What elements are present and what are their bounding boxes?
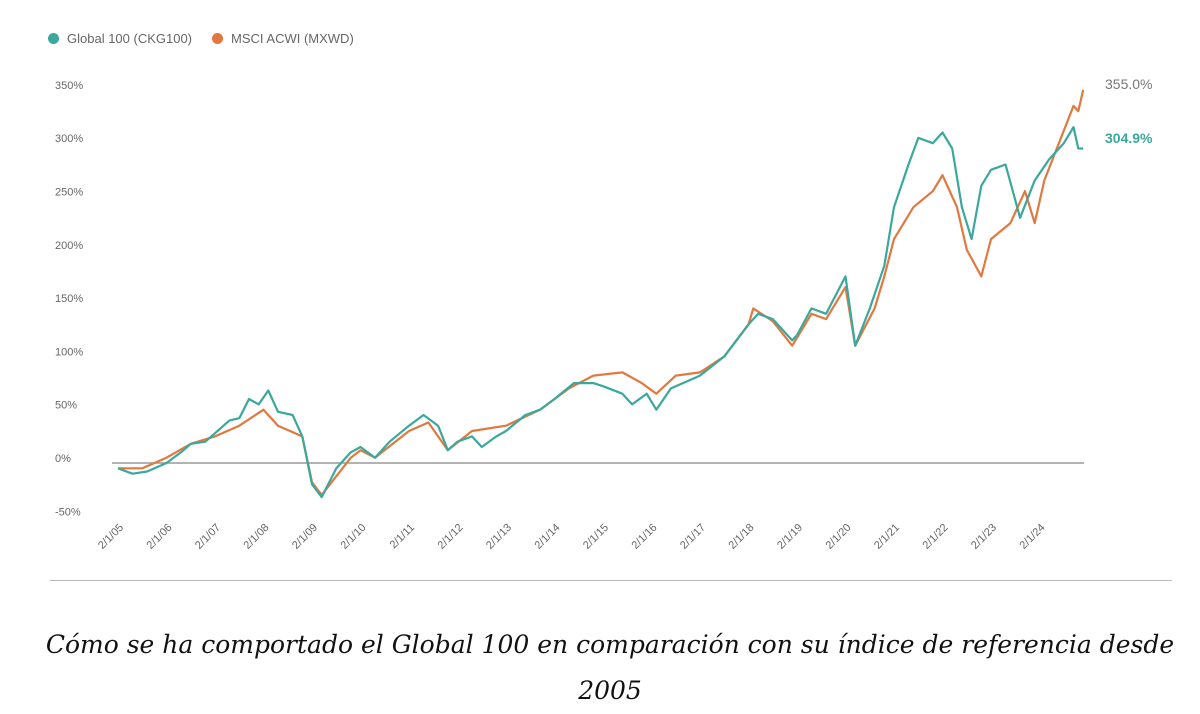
series-line-msci-acwi-mxwd-: [118, 89, 1085, 497]
x-tick-label: 2/1/13: [484, 522, 514, 552]
x-tick-label: 2/1/12: [436, 522, 466, 552]
legend-dot-icon: [48, 33, 59, 44]
x-tick-label: 2/1/15: [581, 522, 611, 552]
x-tick-label: 2/1/24: [1018, 522, 1048, 552]
x-tick-label: 2/1/22: [921, 522, 951, 552]
x-tick-label: 2/1/18: [727, 522, 757, 552]
legend-item-global100[interactable]: Global 100 (CKG100): [48, 31, 192, 46]
y-tick-label: 350%: [55, 80, 83, 92]
x-tick-label: 2/1/08: [242, 522, 272, 552]
x-tick-label: 2/1/20: [824, 522, 854, 552]
x-tick-label: 2/1/14: [533, 522, 563, 552]
y-tick-label: 250%: [55, 187, 83, 199]
x-tick-label: 2/1/05: [96, 522, 126, 552]
x-tick-label: 2/1/16: [630, 522, 660, 552]
x-tick-label: 2/1/06: [145, 522, 175, 552]
figure-caption: Cómo se ha comportado el Global 100 en c…: [45, 630, 1175, 705]
x-tick-label: 2/1/11: [388, 522, 418, 552]
x-tick-label: 2/1/23: [969, 522, 999, 552]
y-tick-label: 300%: [55, 133, 83, 145]
global100-end-value-label: 304.9%: [1105, 130, 1153, 146]
chart-legend: Global 100 (CKG100) MSCI ACWI (MXWD): [48, 31, 354, 46]
divider: [50, 580, 1172, 581]
x-tick-label: 2/1/10: [339, 522, 369, 552]
x-tick-label: 2/1/21: [872, 522, 902, 552]
y-tick-label: 200%: [55, 240, 83, 252]
x-tick-label: 2/1/17: [678, 522, 708, 552]
legend-label: Global 100 (CKG100): [67, 31, 193, 46]
series-line-global-100-ckg100-: [117, 126, 1084, 499]
legend-dot-icon: [212, 33, 224, 44]
y-tick-label: 0%: [55, 453, 71, 465]
legend-item-msci-acwi[interactable]: MSCI ACWI (MXWD): [212, 31, 354, 46]
y-tick-label: 100%: [55, 346, 83, 358]
y-tick-label: 50%: [55, 400, 77, 412]
legend-label: MSCI ACWI (MXWD): [231, 31, 354, 46]
msci-end-value-label: 355.0%: [1105, 76, 1153, 92]
x-tick-label: 2/1/09: [290, 522, 320, 552]
x-tick-label: 2/1/19: [775, 522, 805, 552]
y-tick-label: 150%: [55, 293, 83, 305]
y-tick-label: -50%: [55, 506, 81, 518]
x-tick-label: 2/1/07: [193, 522, 223, 552]
